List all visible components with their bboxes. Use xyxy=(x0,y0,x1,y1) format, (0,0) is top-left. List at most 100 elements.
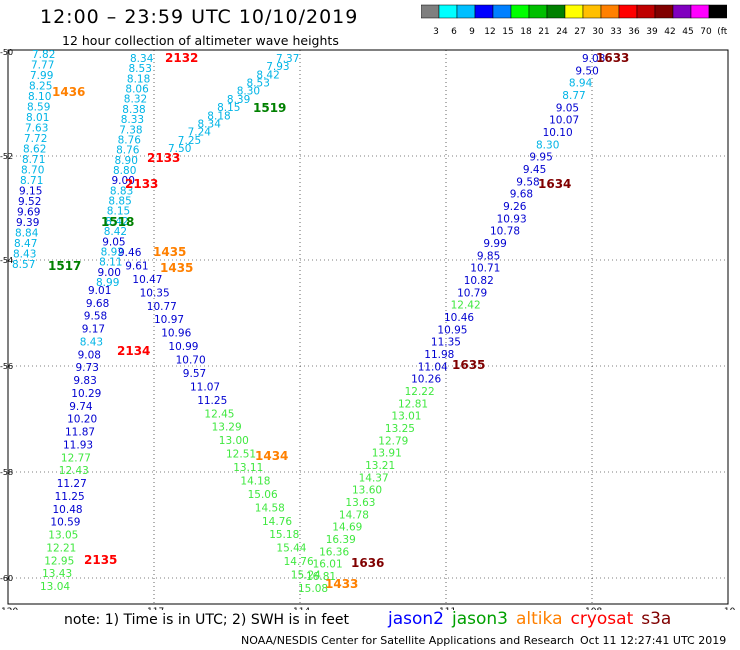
swh-value: 15.18 xyxy=(269,529,299,541)
swh-value: 9.05 xyxy=(556,102,579,114)
swh-value: 12.51 xyxy=(226,449,256,461)
swh-value: 8.15 xyxy=(107,206,130,218)
color-scale-label: 9 xyxy=(469,27,475,37)
swh-value: 8.99 xyxy=(96,277,119,289)
swh-value: 8.42 xyxy=(104,226,127,238)
color-scale-label: 21 xyxy=(538,27,549,37)
color-scale-label: 18 xyxy=(520,27,532,37)
swh-value: 9.00 xyxy=(112,175,135,187)
map-subtitle: 12 hour collection of altimeter wave hei… xyxy=(62,33,339,48)
swh-value: 12.79 xyxy=(378,435,408,447)
color-scale-label: 12 xyxy=(484,27,495,37)
swh-value: 10.48 xyxy=(53,504,83,516)
swh-value: 10.97 xyxy=(154,314,184,326)
legend-entry-cryosat: cryosat xyxy=(570,609,634,629)
color-scale-label: 27 xyxy=(574,27,585,37)
wave-height-map: -120 -117 -114 -111 -108 -10 -50 -52 -54 -56 -58 -6… xyxy=(0,48,736,610)
color-scale-label: 70 xyxy=(700,27,712,37)
swh-value: 10.96 xyxy=(161,328,191,340)
swh-value: 16.36 xyxy=(319,546,349,558)
swh-value: 8.01 xyxy=(26,112,49,124)
color-scale-label: 36 xyxy=(628,27,640,37)
swh-value: 10.79 xyxy=(457,287,487,299)
swh-value: 16.39 xyxy=(326,534,356,546)
swh-value: 15.08 xyxy=(298,583,328,595)
credit-line: NOAA/NESDIS Center for Satellite Applica… xyxy=(241,634,575,647)
pass-time-label: 2133 xyxy=(147,151,180,165)
pass-time-label: 1633 xyxy=(596,51,629,65)
swh-value: 14.69 xyxy=(332,522,362,534)
swh-value: 8.94 xyxy=(569,78,593,90)
units-note: note: 1) Time is in UTC; 2) SWH is in fe… xyxy=(64,612,350,628)
swh-value: 9.85 xyxy=(477,250,500,262)
swh-value: 8.70 xyxy=(21,165,44,177)
swh-value: 13.04 xyxy=(40,581,70,593)
swh-value: 9.83 xyxy=(73,375,96,387)
swh-value: 8.76 xyxy=(118,135,142,147)
generation-timestamp: Oct 11 12:27:41 UTC 2019 xyxy=(580,634,727,647)
swh-value: 13.63 xyxy=(345,497,375,509)
swh-value: 8.42 xyxy=(105,216,128,228)
pass-time-label: 1436 xyxy=(52,85,85,99)
pass-time-label: 2135 xyxy=(84,553,117,567)
color-scale-label: 6 xyxy=(451,27,457,37)
swh-value: 8.43 xyxy=(80,337,103,349)
color-swatch xyxy=(708,4,727,19)
swh-value: 10.47 xyxy=(132,274,162,286)
swh-value: 10.93 xyxy=(497,213,527,225)
swh-value: 8.47 xyxy=(14,238,37,250)
swh-value: 7.82 xyxy=(32,49,55,61)
swh-value: 9.50 xyxy=(575,65,598,77)
swh-value: 9.99 xyxy=(483,238,506,250)
swh-value: 10.29 xyxy=(71,388,101,400)
swh-value: 9.26 xyxy=(503,201,527,213)
swh-value: 9.68 xyxy=(86,298,109,310)
pass-time-label: 2132 xyxy=(165,51,198,65)
latitude-tick-label: -60 xyxy=(0,574,13,583)
swh-value: 9.57 xyxy=(183,368,206,380)
swh-value: 13.01 xyxy=(391,411,421,423)
swh-value: 10.70 xyxy=(176,355,206,367)
swh-value: 8.33 xyxy=(121,114,144,126)
swh-value: 8.34 xyxy=(198,119,222,131)
swh-value: 8.32 xyxy=(124,94,147,106)
swh-value: 13.25 xyxy=(385,423,415,435)
pass-time-label: 1635 xyxy=(452,358,485,372)
swh-value: 10.71 xyxy=(470,263,500,275)
swh-value: 14.76 xyxy=(284,556,314,568)
pass-time-label: 1435 xyxy=(153,245,186,259)
swh-value: 14.37 xyxy=(359,472,389,484)
swh-value: 8.25 xyxy=(29,81,52,93)
swh-value: 10.20 xyxy=(67,414,97,426)
swh-value: 13.91 xyxy=(372,448,402,460)
swh-value: 9.46 xyxy=(118,247,142,259)
swh-value: 10.99 xyxy=(168,341,198,353)
swh-value: 7.77 xyxy=(31,60,54,72)
color-scale-label: 3 xyxy=(433,27,439,37)
color-scale-label: 33 xyxy=(610,27,621,37)
swh-value: 7.24 xyxy=(188,127,212,139)
swh-value: 10.26 xyxy=(411,374,441,386)
swh-value: 8.18 xyxy=(207,110,230,122)
swh-value: 10.35 xyxy=(140,287,170,299)
longitude-tick-label: -114 xyxy=(290,607,311,610)
swh-value: 8.59 xyxy=(27,102,50,114)
swh-value: 13.05 xyxy=(48,530,78,542)
swh-value: 9.61 xyxy=(125,260,148,272)
swh-value: 10.46 xyxy=(444,312,474,324)
swh-value: 8.30 xyxy=(536,139,559,151)
swh-value: 14.58 xyxy=(255,502,285,514)
color-scale-label: 30 xyxy=(592,27,604,37)
swh-value: 7.63 xyxy=(25,123,48,135)
swh-value: 8.30 xyxy=(237,86,260,98)
swh-value: 12.42 xyxy=(451,300,481,312)
swh-value: 7.38 xyxy=(119,124,142,136)
swh-value: 9.08 xyxy=(78,349,101,361)
swh-value: 8.85 xyxy=(108,196,131,208)
swh-value: 9.05 xyxy=(102,236,125,248)
swh-value: 12.43 xyxy=(59,465,89,477)
color-scale-label: 42 xyxy=(664,27,675,37)
swh-value: 9.01 xyxy=(88,285,111,297)
swh-value: 8.62 xyxy=(23,144,46,156)
color-scale-label: 24 xyxy=(556,27,568,37)
